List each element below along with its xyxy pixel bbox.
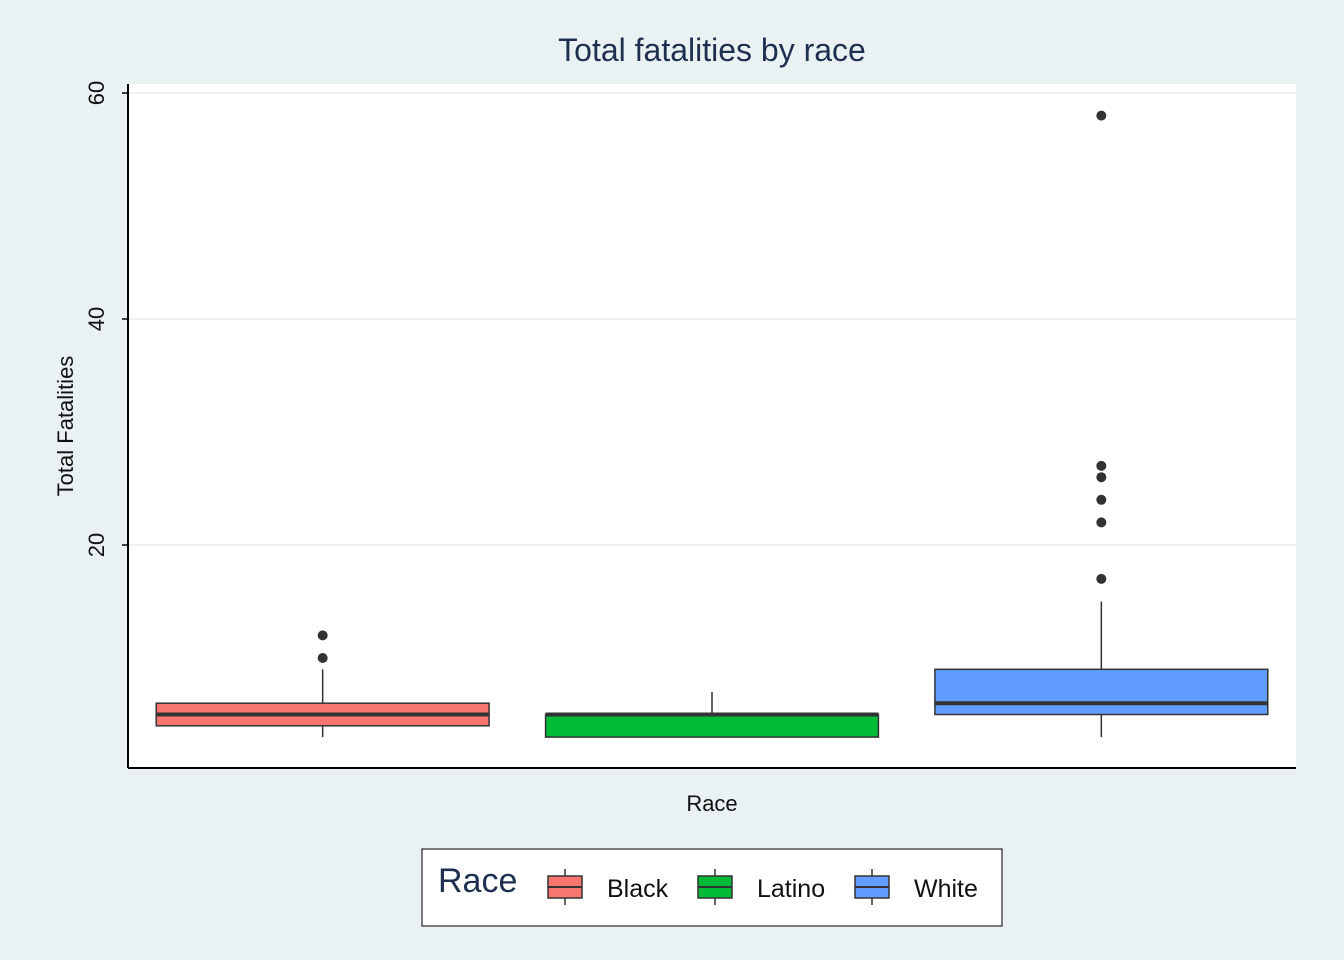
legend-label: Black	[607, 875, 669, 903]
y-tick-label: 60	[84, 81, 109, 105]
box-latino	[544, 691, 880, 738]
legend-items: Black Latino White	[547, 869, 978, 905]
box-body	[544, 713, 880, 738]
box-body	[934, 668, 1269, 716]
outlier-point	[1096, 110, 1107, 121]
outlier-point	[1096, 573, 1107, 584]
legend-label: Latino	[757, 875, 825, 903]
outlier-point	[1096, 472, 1107, 483]
chart-title: Total fatalities by race	[558, 32, 866, 68]
legend-title: Race	[438, 862, 517, 900]
box-white	[934, 110, 1269, 738]
legend-label: White	[914, 875, 978, 903]
outlier-point	[1096, 494, 1107, 505]
legend-item-black: Black	[547, 869, 669, 905]
x-axis-title: Race	[686, 791, 737, 816]
outlier-point	[317, 653, 328, 663]
y-ticks: 20 40 60	[84, 81, 128, 557]
y-tick-label: 40	[84, 307, 109, 331]
legend-item-latino: Latino	[697, 869, 825, 905]
legend: Race Black Latino White	[421, 848, 1003, 927]
outlier-point	[317, 630, 328, 641]
outlier-point	[1096, 460, 1107, 471]
boxes	[155, 110, 1269, 738]
legend-item-white: White	[854, 869, 978, 905]
y-axis-title: Total Fatalities	[53, 356, 78, 497]
outlier-point	[1096, 517, 1107, 528]
y-tick-label: 20	[84, 533, 109, 557]
plot-panel	[128, 84, 1296, 768]
box-black	[155, 630, 490, 738]
grid-lines	[128, 92, 1296, 546]
